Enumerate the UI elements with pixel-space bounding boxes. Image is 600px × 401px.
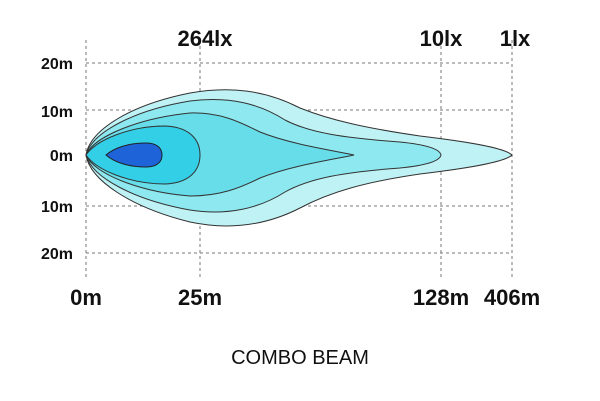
lux-label-10: 10lx <box>420 26 464 51</box>
x-tick-label: 406m <box>484 285 540 310</box>
y-tick-label: 0m <box>50 148 73 165</box>
y-tick-label: 20m <box>41 246 73 263</box>
beam-contours <box>85 89 513 227</box>
x-tick-label: 25m <box>178 285 222 310</box>
y-axis: 20m 10m 0m 10m 20m <box>41 56 73 263</box>
x-axis: 0m 25m 128m 406m <box>70 285 540 310</box>
lux-label-1: 1lx <box>500 26 531 51</box>
lux-label-264: 264lx <box>177 26 233 51</box>
contour-core <box>105 142 163 168</box>
lux-labels: 264lx 10lx 1lx <box>177 26 531 51</box>
y-tick-label: 10m <box>41 199 73 216</box>
y-tick-label: 10m <box>41 104 73 121</box>
x-tick-label: 0m <box>70 285 102 310</box>
chart-title: COMBO BEAM <box>231 347 369 369</box>
y-tick-label: 20m <box>41 56 73 73</box>
x-tick-label: 128m <box>413 285 469 310</box>
